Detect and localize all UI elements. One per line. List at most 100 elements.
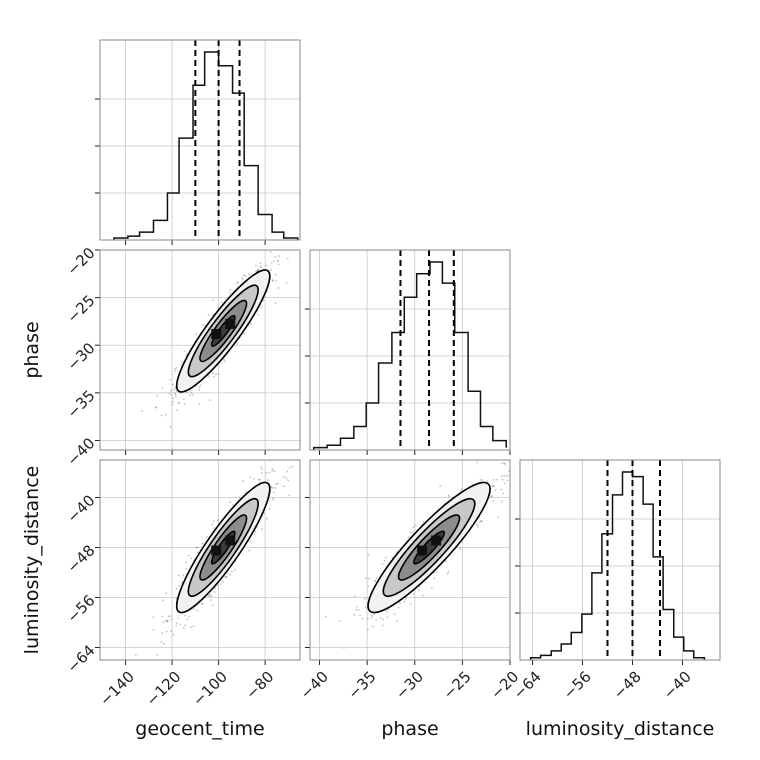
sample-point	[479, 478, 482, 481]
sample-point	[272, 497, 275, 499]
density-core	[211, 328, 222, 339]
y-tick-label-luminosity_distance: −56	[63, 591, 98, 626]
sample-point	[172, 397, 174, 400]
sample-point	[422, 521, 425, 523]
sample-point	[368, 577, 370, 580]
sample-point	[173, 367, 176, 370]
sample-point	[160, 641, 163, 643]
sample-point	[226, 572, 229, 575]
sample-point	[283, 453, 285, 455]
pair-content	[100, 453, 300, 660]
sample-point	[171, 383, 174, 386]
sample-point	[459, 547, 462, 550]
sample-point	[494, 489, 497, 491]
sample-point	[511, 478, 513, 480]
sample-point	[161, 632, 163, 635]
sample-point	[209, 399, 211, 402]
sample-point	[261, 468, 263, 471]
density-core	[431, 535, 442, 546]
sample-point	[201, 603, 204, 605]
sample-point	[208, 595, 211, 598]
sample-point	[260, 466, 263, 469]
sample-point	[367, 585, 370, 587]
hist-panel-phase	[305, 249, 511, 455]
x-axis-title-luminosity_distance: luminosity_distance	[526, 718, 715, 740]
sample-point	[171, 400, 174, 403]
sample-point	[361, 617, 364, 620]
sample-point	[236, 282, 238, 284]
sample-point	[173, 388, 176, 391]
sample-point	[156, 654, 159, 656]
sample-point	[265, 264, 268, 267]
sample-point	[213, 375, 216, 378]
sample-point	[370, 614, 373, 617]
sample-point	[167, 615, 170, 618]
sample-point	[181, 581, 183, 584]
sample-point	[283, 475, 286, 478]
sample-point	[170, 615, 172, 617]
sample-point	[256, 313, 259, 316]
sample-point	[214, 586, 217, 589]
sample-point	[296, 233, 298, 235]
sample-point	[166, 620, 169, 623]
x-tick-label-phase: −25	[440, 668, 475, 703]
sample-point	[249, 323, 252, 326]
sample-point	[374, 579, 376, 582]
sample-point	[178, 584, 181, 587]
sample-point	[399, 602, 401, 605]
sample-point	[184, 614, 187, 617]
sample-point	[385, 556, 388, 559]
sample-point	[195, 333, 197, 336]
sample-point	[170, 630, 173, 633]
sample-point	[393, 613, 396, 615]
sample-point	[223, 360, 226, 363]
sample-point	[269, 269, 272, 271]
sample-point	[210, 599, 212, 601]
sample-point	[198, 403, 201, 406]
sample-point	[492, 484, 495, 487]
sample-point	[164, 619, 167, 622]
sample-point	[514, 470, 516, 472]
sample-point	[278, 255, 281, 257]
sample-point	[190, 391, 193, 394]
sample-point	[479, 520, 482, 523]
sample-point	[379, 617, 382, 620]
y-tick-label-phase: −35	[63, 387, 98, 422]
x-tick-label-phase: −30	[392, 668, 427, 703]
sample-point	[211, 372, 214, 374]
sample-point	[188, 615, 190, 618]
density-core	[211, 545, 222, 556]
sample-point	[272, 259, 275, 262]
sample-point	[160, 414, 163, 417]
sample-point	[162, 621, 165, 624]
pair-panel-geocent_time-phase	[95, 233, 301, 455]
sample-point	[495, 478, 498, 481]
sample-point	[447, 494, 450, 496]
sample-point	[243, 274, 245, 277]
sample-point	[269, 248, 271, 250]
sample-point	[242, 480, 245, 482]
sample-point	[162, 599, 165, 602]
sample-point	[185, 354, 188, 357]
sample-point	[476, 523, 479, 526]
sample-point	[248, 540, 251, 542]
sample-point	[271, 468, 274, 470]
density-core	[417, 545, 428, 556]
sample-point	[272, 498, 275, 501]
sample-point	[382, 624, 384, 627]
sample-point	[422, 594, 424, 597]
sample-point	[195, 546, 198, 549]
sample-point	[168, 392, 171, 395]
y-axis-title-phase: phase	[21, 321, 43, 378]
sample-point	[152, 628, 155, 631]
sample-point	[155, 406, 157, 409]
sample-point	[175, 587, 178, 590]
sample-point	[273, 470, 276, 472]
sample-point	[223, 358, 225, 361]
sample-point	[286, 257, 289, 260]
sample-point	[172, 633, 175, 636]
sample-point	[253, 533, 256, 536]
sample-point	[370, 616, 373, 619]
sample-point	[173, 392, 176, 394]
x-tick-label-luminosity_distance: −48	[610, 668, 645, 703]
